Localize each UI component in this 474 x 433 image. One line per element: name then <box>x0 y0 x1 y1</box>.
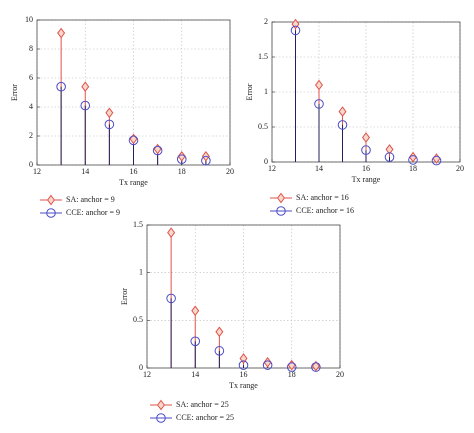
legend-label: CCE: anchor = 16 <box>296 206 354 215</box>
x-tick-label: 18 <box>409 164 417 173</box>
y-axis-label: Error <box>120 288 129 305</box>
x-tick-label: 16 <box>240 370 248 379</box>
y-tick-label: 1.5 <box>133 220 143 229</box>
x-tick-label: 12 <box>268 164 276 173</box>
stem-marker <box>408 155 418 165</box>
stem-marker <box>104 119 115 130</box>
y-tick-label: 0 <box>264 157 268 166</box>
stem-marker <box>431 155 442 166</box>
stem-marker <box>338 106 347 117</box>
stem-marker <box>362 132 370 143</box>
legend-label: CCE: anchor = 9 <box>66 208 120 217</box>
y-tick-label: 0.5 <box>258 122 268 131</box>
stem-marker <box>314 99 324 109</box>
legend-marker <box>46 208 56 218</box>
stem-marker <box>167 227 176 238</box>
stem-marker <box>214 346 225 356</box>
stem-marker <box>128 135 139 146</box>
y-tick-label: 4 <box>29 102 33 111</box>
stem-marker <box>337 120 348 130</box>
x-tick-label: 16 <box>130 167 138 176</box>
stem-marker <box>311 360 320 372</box>
legend-label: SA: anchor = 25 <box>176 400 229 409</box>
stem-marker <box>56 81 66 92</box>
legend-marker <box>47 194 55 206</box>
stem-marker <box>152 145 163 156</box>
stem-marker <box>190 336 201 347</box>
stem-marker <box>191 305 200 317</box>
x-tick-label: 14 <box>315 164 323 173</box>
x-tick-label: 20 <box>456 164 464 173</box>
stem-marker <box>177 150 186 162</box>
stem-marker <box>215 326 224 338</box>
legend-marker <box>156 413 166 423</box>
y-tick-label: 2 <box>264 17 268 26</box>
y-tick-label: 1.5 <box>258 52 268 61</box>
stem-marker <box>311 362 321 372</box>
stem-marker <box>263 356 272 368</box>
x-tick-label: 14 <box>191 370 199 379</box>
stem-marker <box>176 154 187 164</box>
y-tick-label: 0 <box>139 363 143 372</box>
x-tick-label: 12 <box>143 370 151 379</box>
legend-marker <box>157 399 165 411</box>
stem-marker <box>57 27 66 39</box>
legend-marker <box>276 206 286 216</box>
y-tick-label: 0 <box>29 160 33 169</box>
stem-marker <box>315 79 323 91</box>
stem-marker <box>80 100 91 111</box>
y-tick-label: 1 <box>264 87 268 96</box>
stem-marker <box>201 155 211 166</box>
stem-marker <box>384 152 395 162</box>
x-tick-label: 20 <box>226 167 234 176</box>
y-tick-label: 0.5 <box>133 315 143 324</box>
x-axis-label: Tx range <box>352 175 381 184</box>
y-tick-label: 2 <box>29 131 33 140</box>
x-tick-label: 12 <box>33 167 41 176</box>
stem-marker <box>81 81 90 93</box>
stem-marker <box>409 151 417 163</box>
x-axis-label: Tx range <box>119 178 148 187</box>
y-tick-label: 8 <box>29 44 33 53</box>
stem-marker <box>361 145 371 155</box>
y-tick-label: 1 <box>139 267 143 276</box>
stem-marker <box>166 293 176 304</box>
legend-marker <box>277 192 285 204</box>
stem-marker <box>432 153 441 164</box>
x-tick-label: 18 <box>178 167 186 176</box>
y-tick-label: 6 <box>29 73 33 82</box>
stem-marker <box>385 144 394 155</box>
x-tick-label: 16 <box>362 164 370 173</box>
stem-marker <box>290 25 301 36</box>
y-tick-label: 10 <box>25 15 33 24</box>
stem-marker <box>286 362 297 372</box>
legend-label: CCE: anchor = 25 <box>176 413 234 422</box>
legend-label: SA: anchor = 9 <box>66 195 115 204</box>
x-tick-label: 18 <box>288 370 296 379</box>
stem-marker <box>238 360 249 370</box>
x-tick-label: 14 <box>81 167 89 176</box>
stem-marker <box>262 360 273 370</box>
x-tick-label: 20 <box>336 370 344 379</box>
stem-marker <box>105 107 114 119</box>
y-axis-label: Error <box>10 84 19 101</box>
x-axis-label: Tx range <box>229 381 258 390</box>
y-axis-label: Error <box>245 83 254 100</box>
legend-label: SA: anchor = 16 <box>296 193 349 202</box>
